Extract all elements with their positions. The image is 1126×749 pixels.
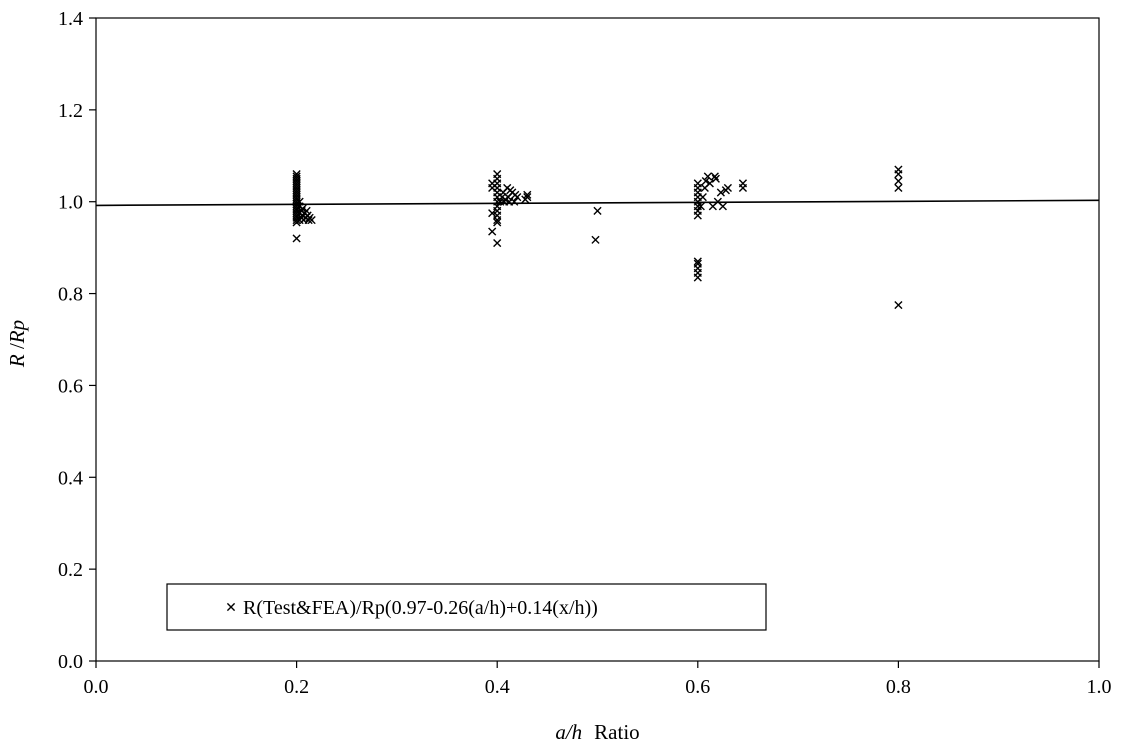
x-axis-title-ah: a/h (555, 720, 582, 744)
data-point (307, 215, 316, 225)
y-tick-label: 0.0 (58, 651, 83, 673)
y-tick-label: 1.4 (58, 8, 83, 30)
data-point (723, 183, 732, 193)
legend: R(Test&FEA)/Rp(0.97-0.26(a/h)+0.14(x/h)) (166, 583, 767, 631)
data-point (304, 215, 313, 225)
data-point (591, 235, 600, 244)
data-point (701, 176, 710, 186)
data-point (493, 218, 502, 227)
x-tick-label: 0.6 (685, 676, 710, 698)
data-point (718, 202, 727, 211)
data-point (493, 170, 502, 179)
data-point (488, 227, 497, 236)
data-point (711, 174, 720, 183)
y-axis-title: R /Rp (5, 320, 29, 368)
legend-x-icon (226, 602, 236, 612)
data-point (510, 197, 519, 206)
x-axis-title: a/h Ratio (555, 720, 639, 744)
data-point (523, 193, 532, 202)
legend-box (166, 583, 767, 631)
data-point (488, 209, 497, 218)
data-point (716, 188, 725, 197)
x-tick-label: 0.0 (84, 676, 109, 698)
y-axis: 0.0 0.2 0.4 0.6 0.8 1.0 1.2 1.4 (58, 8, 96, 673)
data-point (894, 176, 903, 186)
legend-label: R(Test&FEA)/Rp(0.97-0.26(a/h)+0.14(x/h)) (243, 597, 598, 619)
data-point (894, 183, 903, 193)
x-tick-label: 0.2 (284, 676, 309, 698)
data-point (894, 165, 903, 174)
y-tick-label: 0.4 (58, 467, 83, 489)
data-point (693, 257, 702, 266)
y-axis-title-r: R (5, 354, 29, 368)
data-point (738, 179, 748, 188)
data-point (696, 202, 705, 211)
data-point (292, 172, 301, 181)
plot-area (95, 17, 1100, 662)
data-point (513, 193, 522, 202)
data-point (693, 259, 702, 268)
x-tick-label: 0.4 (485, 676, 510, 698)
x-tick-label: 1.0 (1087, 676, 1112, 698)
data-point (292, 234, 301, 243)
data-point (710, 172, 719, 181)
y-axis-title-rp: Rp (5, 320, 29, 344)
data-point (705, 179, 714, 188)
y-tick-label: 0.8 (58, 284, 83, 306)
y-tick-label: 1.2 (58, 100, 83, 122)
y-tick-label: 0.6 (58, 375, 83, 397)
data-point (295, 197, 304, 206)
y-tick-label: 0.2 (58, 559, 83, 581)
y-tick-label: 1.0 (58, 192, 83, 214)
x-tick-label: 0.8 (886, 676, 911, 698)
data-points (292, 165, 903, 310)
data-point (523, 190, 532, 199)
data-point (703, 172, 712, 181)
data-point (698, 193, 707, 202)
trendline-layer (95, 199, 1100, 207)
trendline (95, 199, 1100, 207)
data-point (894, 300, 903, 310)
x-axis: 0.0 0.2 0.4 0.6 0.8 1.0 (84, 661, 1112, 698)
legend-marker-x (226, 602, 236, 612)
data-point (292, 170, 301, 179)
x-axis-title-ratio: Ratio (594, 720, 640, 744)
data-point (693, 179, 702, 188)
data-point (298, 204, 307, 213)
data-point (493, 238, 502, 248)
data-point (593, 206, 602, 215)
y-axis-title-sep: / (5, 343, 29, 354)
